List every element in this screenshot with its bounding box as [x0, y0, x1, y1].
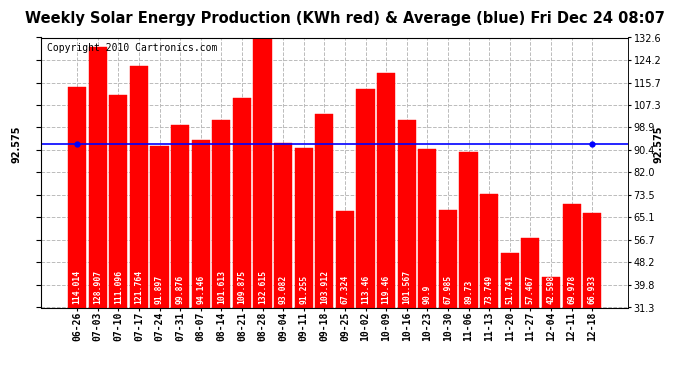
- Text: 113.46: 113.46: [361, 274, 370, 303]
- Text: Weekly Solar Energy Production (KWh red) & Average (blue) Fri Dec 24 08:07: Weekly Solar Energy Production (KWh red)…: [25, 11, 665, 26]
- Bar: [336, 211, 354, 308]
- Bar: [150, 146, 168, 308]
- Text: 73.749: 73.749: [484, 274, 493, 303]
- Bar: [192, 140, 210, 308]
- Text: 42.598: 42.598: [546, 274, 555, 303]
- Bar: [88, 47, 107, 308]
- Bar: [542, 278, 560, 308]
- Bar: [315, 114, 333, 308]
- Bar: [213, 120, 230, 308]
- Text: 121.764: 121.764: [135, 269, 144, 303]
- Bar: [501, 253, 519, 308]
- Text: 91.897: 91.897: [155, 274, 164, 303]
- Bar: [171, 125, 189, 308]
- Bar: [274, 143, 292, 308]
- Bar: [480, 194, 498, 308]
- Bar: [377, 72, 395, 308]
- Text: 119.46: 119.46: [382, 274, 391, 303]
- Text: 92.575: 92.575: [12, 125, 21, 163]
- Bar: [397, 120, 416, 308]
- Text: 92.575: 92.575: [653, 125, 664, 163]
- Text: 109.875: 109.875: [237, 269, 246, 303]
- Text: 132.615: 132.615: [258, 269, 267, 303]
- Bar: [357, 88, 375, 308]
- Bar: [130, 66, 148, 308]
- Text: 114.014: 114.014: [72, 269, 81, 303]
- Text: 93.082: 93.082: [279, 274, 288, 303]
- Text: 57.467: 57.467: [526, 274, 535, 303]
- Bar: [562, 204, 581, 308]
- Bar: [295, 148, 313, 308]
- Bar: [583, 213, 601, 308]
- Text: 91.255: 91.255: [299, 274, 308, 303]
- Text: 67.985: 67.985: [444, 274, 453, 303]
- Bar: [68, 87, 86, 308]
- Text: 69.978: 69.978: [567, 274, 576, 303]
- Text: 111.096: 111.096: [114, 269, 123, 303]
- Text: 128.907: 128.907: [93, 269, 102, 303]
- Text: 101.613: 101.613: [217, 269, 226, 303]
- Text: 66.933: 66.933: [588, 274, 597, 303]
- Text: 51.741: 51.741: [505, 274, 514, 303]
- Bar: [460, 152, 477, 308]
- Bar: [439, 210, 457, 308]
- Text: 90.9: 90.9: [423, 284, 432, 303]
- Text: 103.912: 103.912: [320, 269, 329, 303]
- Bar: [253, 38, 272, 308]
- Bar: [233, 98, 251, 308]
- Text: 101.567: 101.567: [402, 269, 411, 303]
- Text: 67.324: 67.324: [340, 274, 349, 303]
- Bar: [522, 238, 540, 308]
- Text: 94.146: 94.146: [196, 274, 205, 303]
- Text: 89.73: 89.73: [464, 279, 473, 303]
- Text: 99.876: 99.876: [176, 274, 185, 303]
- Text: Copyright 2010 Cartronics.com: Copyright 2010 Cartronics.com: [47, 43, 217, 53]
- Bar: [418, 148, 436, 308]
- Bar: [109, 95, 128, 308]
